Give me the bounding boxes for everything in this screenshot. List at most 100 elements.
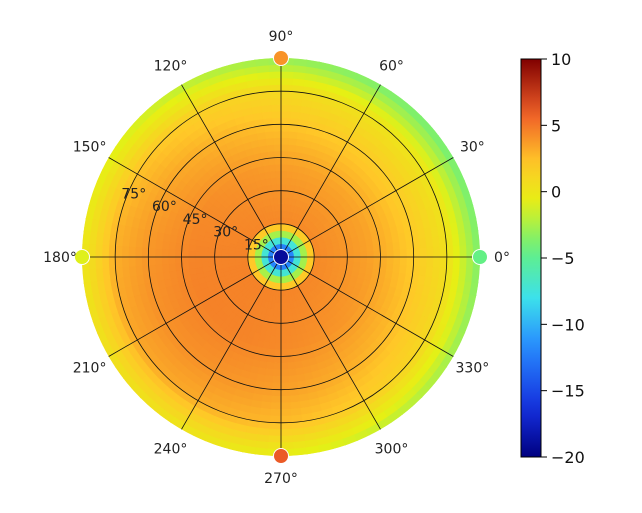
colorbar-ticks: 10 5 0 −5 −10 −15 −20 [541,50,585,467]
heatmap-cell [82,269,91,285]
heatmap-cell [275,336,282,344]
colorbar-bar [520,58,542,458]
heatmap-cell [269,97,282,106]
marker-point [472,249,488,265]
heatmap-cell [426,246,434,258]
heatmap-cell [264,375,274,384]
heatmap-cell [289,111,301,120]
heatmap-cell [154,248,163,258]
heatmap-cell [280,84,293,92]
heatmap-cell [271,130,282,139]
heatmap-cell [280,143,289,152]
heatmap-cell [385,263,394,273]
heatmap-cell [167,256,176,266]
heatmap-cell [406,247,414,258]
heatmap-cell [114,256,123,269]
heatmap-cell [128,256,136,268]
heatmap-cell [280,110,291,119]
heatmap-cell [273,355,282,364]
radial-tick-label: 30° [213,225,238,241]
colorbar-tick-label: 10 [551,50,571,69]
heatmap-cell [270,402,282,410]
heatmap-cell [425,265,434,278]
heatmap-cell [272,143,282,152]
heatmap-cell [373,256,381,264]
heatmap-cell [419,256,428,267]
heatmap-cell [386,256,395,265]
heatmap-cell [366,256,375,264]
colorbar-tick-label: −20 [551,448,585,467]
colorbar-tick-label: 5 [551,116,561,135]
heatmap-field [82,58,480,456]
heatmap-cell [280,130,290,139]
heatmap-cell [426,256,434,268]
heatmap-cell [446,244,454,258]
heatmap-cell [471,268,480,284]
heatmap-cell [293,447,309,456]
heatmap-cell [271,389,282,397]
heatmap-cell [270,110,282,119]
heatmap-cell [101,244,110,259]
heatmap-cell [274,349,282,357]
heatmap-cell [459,243,468,258]
heatmap-cell [194,251,202,258]
heatmap-cell [275,329,282,337]
heatmap-cell [108,256,116,270]
heatmap-cell [280,402,292,410]
heatmap-cell [128,246,136,258]
colorbar-tick-label: 0 [551,183,561,202]
heatmap-cell [154,256,163,267]
heatmap-cell [121,256,130,269]
colorbar-tick-label: −10 [551,315,585,334]
heatmap-cell [174,249,183,258]
radial-tick-label: 45° [183,212,208,228]
heatmap-cell [274,342,282,351]
heatmap-cell [267,348,276,357]
heatmap-cell [280,183,287,192]
angle-tick-label: 270° [264,471,298,487]
heatmap-cell [471,229,480,245]
heatmap-cell [280,190,286,198]
heatmap-cell [82,230,91,246]
angle-tick-label: 330° [456,361,490,377]
heatmap-cell [346,256,355,263]
heatmap-cell [121,246,130,258]
heatmap-cell [254,447,270,456]
angle-tick-label: 60° [379,59,404,75]
heatmap-cell [286,150,296,159]
heatmap-cell [406,256,414,266]
heatmap-cell [285,163,294,172]
heatmap-cell [270,104,282,112]
heatmap-cell [181,250,189,258]
heatmap-cell [187,244,196,253]
heatmap-cell [161,241,170,251]
heatmap-cell [269,90,282,99]
heatmap-cell [280,408,293,417]
heatmap-cell [265,368,275,377]
heatmap-cell [168,241,177,251]
heatmap-cell [134,256,143,268]
heatmap-cell [161,248,169,258]
heatmap-cell [432,256,441,268]
heatmap-cell [439,256,448,269]
heatmap-cell [340,256,348,262]
heatmap-cell [275,322,282,331]
heatmap-cell [108,245,116,258]
heatmap-cell [386,248,395,258]
heatmap-cell [280,428,294,437]
heatmap-cell [280,382,291,390]
marker-point [273,50,289,66]
heatmap-cell [268,435,283,444]
heatmap-cell [141,247,149,258]
heatmap-cell [280,369,290,377]
radial-tick-label: 60° [152,199,177,215]
heatmap-cell [201,251,209,258]
heatmap-cell [271,124,282,132]
heatmap-cell [446,256,454,269]
angle-tick-label: 30° [460,140,485,156]
heatmap-cell [280,104,292,112]
heatmap-cell [399,247,408,258]
heatmap-cell [280,375,291,384]
heatmap-cell [269,415,282,424]
radial-tick-label: 75° [121,187,146,203]
